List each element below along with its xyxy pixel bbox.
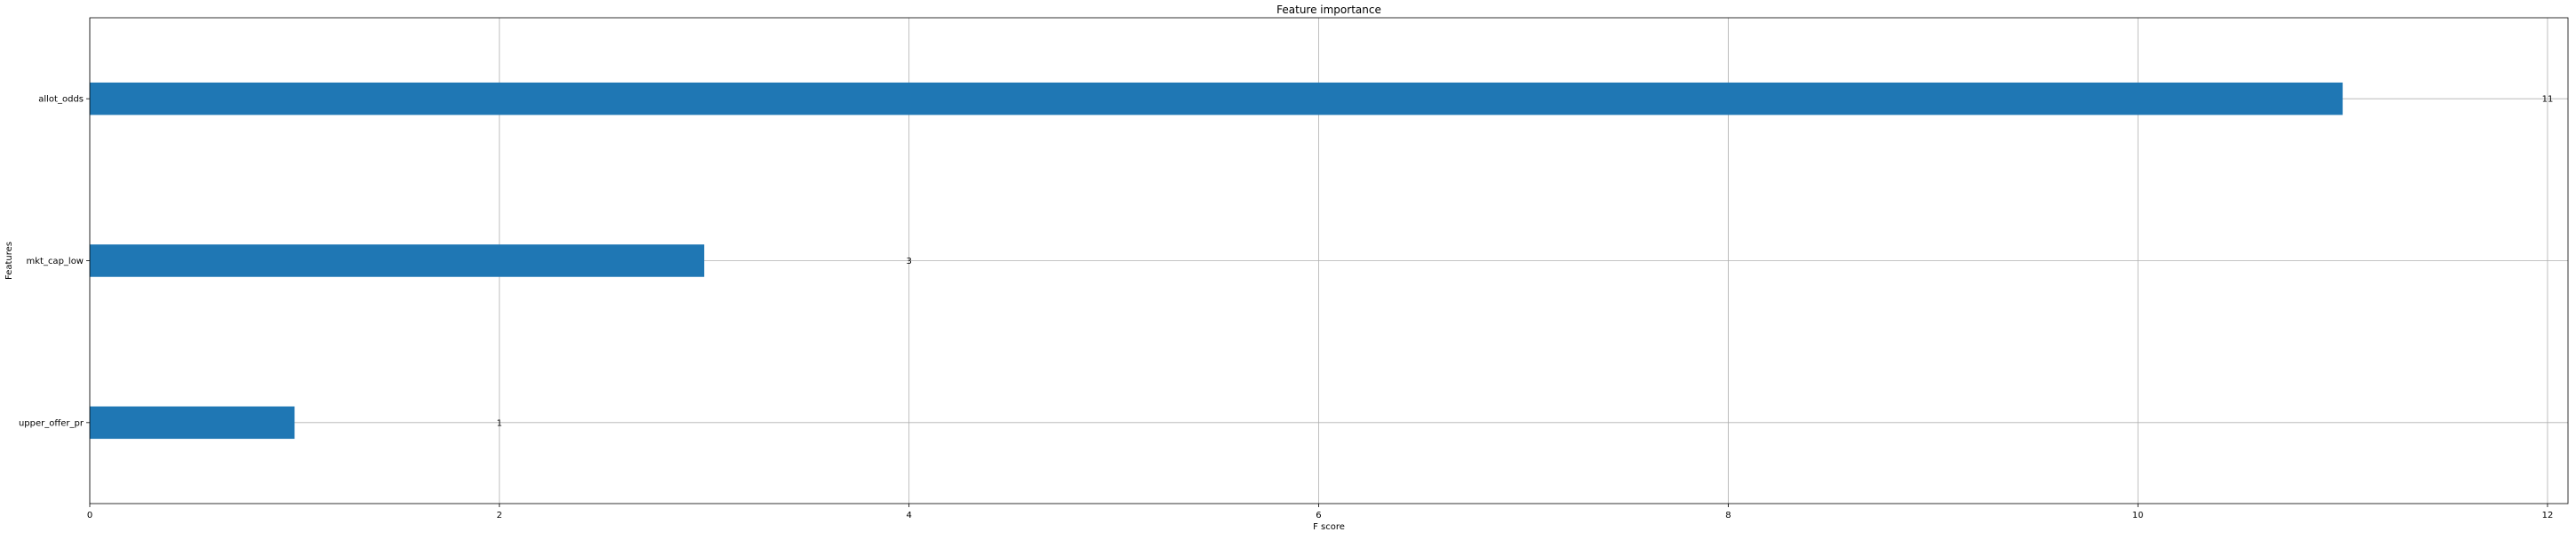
- bar-value-label: 1: [497, 418, 502, 428]
- bar: [90, 406, 295, 440]
- y-tick-label: mkt_cap_low: [26, 257, 84, 266]
- x-tick-label: 0: [87, 511, 92, 520]
- plot-frame: [89, 17, 2569, 504]
- bar: [90, 82, 2343, 115]
- y-tick-label: allot_odds: [38, 95, 84, 105]
- bar-value-label: 3: [906, 257, 911, 266]
- bar: [90, 244, 705, 277]
- chart-title: Feature importance: [1276, 4, 1381, 16]
- bars: [90, 82, 2343, 440]
- bar-value-label: 11: [2542, 95, 2554, 105]
- x-tick-label: 12: [2542, 511, 2554, 520]
- x-tick-label: 2: [497, 511, 502, 520]
- y-tick-label: upper_offer_pr: [19, 418, 84, 428]
- x-tick-label: 8: [1725, 511, 1731, 520]
- x-axis-label: F score: [1313, 522, 1345, 532]
- x-tick-label: 4: [906, 511, 911, 520]
- labels: 0 2 4 6 8 10 12 upper_offer_pr mkt_cap_low allot_…: [19, 95, 2553, 520]
- y-axis-label: Features: [4, 242, 14, 280]
- x-tick-label: 10: [2132, 511, 2144, 520]
- x-tick-label: 6: [1316, 511, 1321, 520]
